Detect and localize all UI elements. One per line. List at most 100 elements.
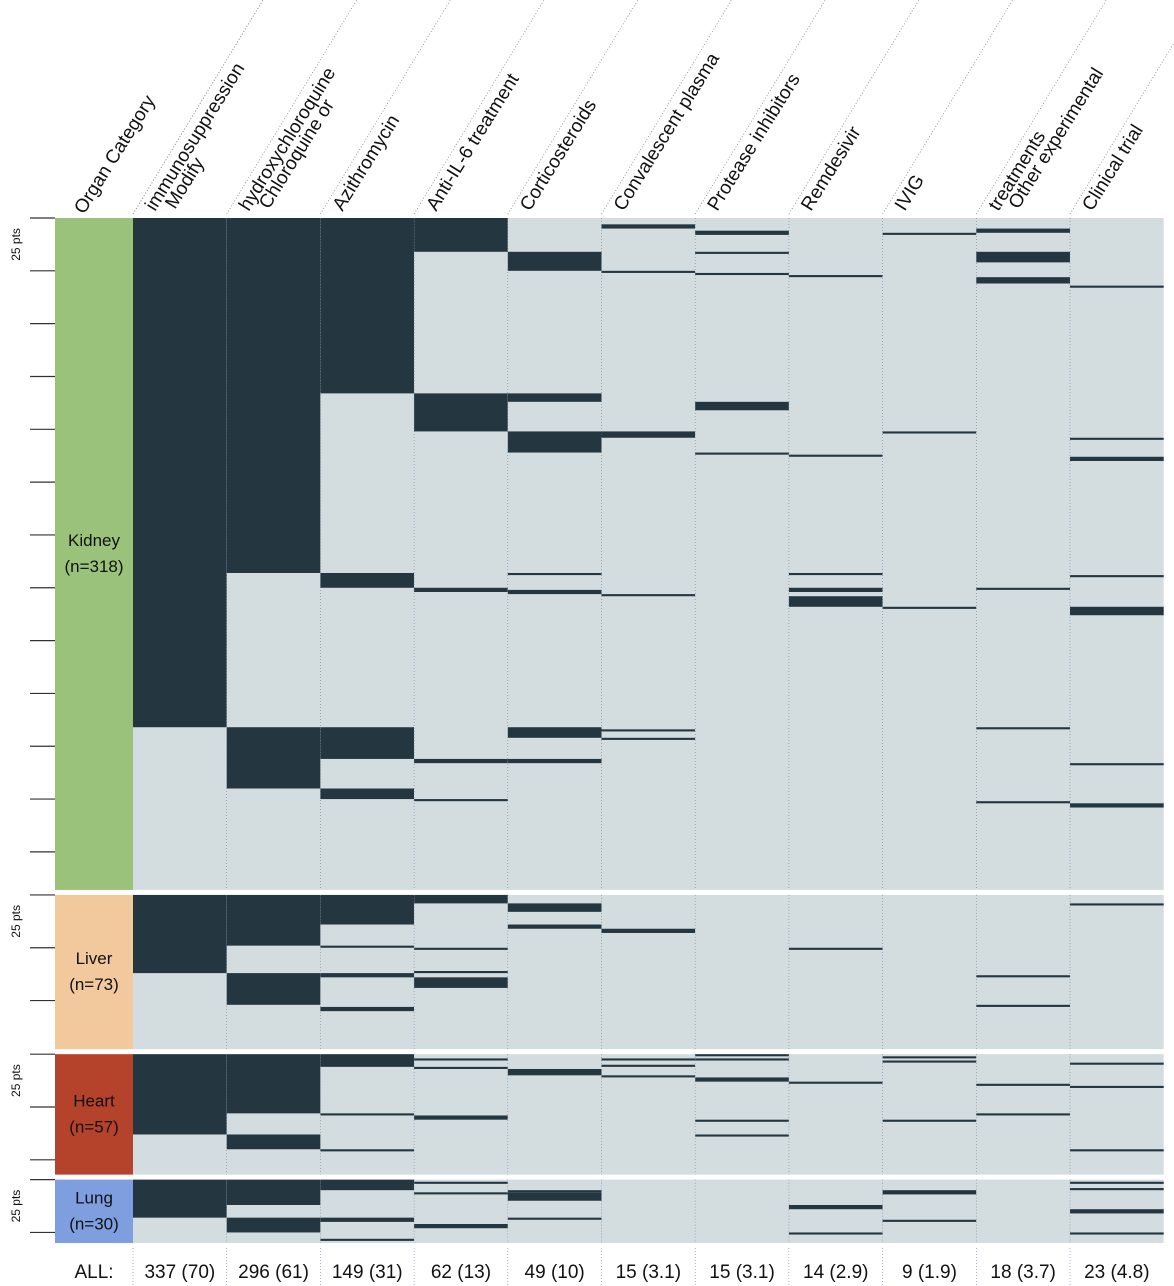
tick-label: 25 pts <box>9 228 23 261</box>
present-block <box>1070 763 1164 766</box>
column-header: Azithromycin <box>329 111 404 214</box>
present-block <box>507 393 602 402</box>
present-block <box>882 1056 977 1059</box>
present-block <box>976 1004 1070 1007</box>
present-block <box>601 431 696 438</box>
present-block <box>414 218 508 252</box>
total: 62 (13) <box>431 1262 491 1283</box>
total-label: ALL: <box>74 1262 113 1283</box>
present-block <box>882 1190 977 1195</box>
present-block <box>601 1058 696 1061</box>
column-header: Remdesivir <box>797 122 866 214</box>
cell-background <box>788 218 883 890</box>
present-block <box>882 1219 977 1222</box>
cell-background <box>788 1054 883 1175</box>
header-guide <box>320 0 451 215</box>
present-block <box>414 977 508 988</box>
present-block <box>320 218 415 394</box>
present-block <box>788 587 883 593</box>
present-block <box>320 1113 415 1116</box>
cell-background <box>414 1179 508 1244</box>
present-block <box>1070 1062 1164 1065</box>
present-block <box>788 454 883 457</box>
present-block <box>320 727 415 759</box>
present-block <box>226 1217 321 1233</box>
present-block <box>695 1054 789 1057</box>
total: 9 (1.9) <box>902 1262 957 1283</box>
present-block <box>788 947 883 950</box>
present-block <box>507 1068 602 1076</box>
cell-background <box>882 1054 977 1175</box>
cell-background <box>414 1054 508 1175</box>
cell-background <box>882 1179 977 1244</box>
organ-label: Liver <box>76 949 113 968</box>
present-block <box>320 1149 415 1152</box>
cell-background <box>976 1179 1070 1244</box>
cell-background <box>976 894 1070 1050</box>
present-block <box>507 1217 602 1220</box>
cell-background <box>882 894 977 1050</box>
organ-band <box>55 218 133 890</box>
present-block <box>1070 575 1164 578</box>
present-block <box>507 251 602 271</box>
present-block <box>601 270 696 273</box>
cell-background <box>976 218 1070 890</box>
organ-count: (n=30) <box>69 1214 119 1233</box>
present-block <box>1070 1085 1164 1088</box>
organ-label: Kidney <box>68 531 120 550</box>
total: 15 (3.1) <box>709 1262 774 1283</box>
column-header: Corticosteroids <box>516 96 601 215</box>
present-block <box>226 1179 321 1205</box>
present-block <box>414 1115 508 1120</box>
cell-background <box>695 894 789 1050</box>
organ-band <box>55 1179 133 1244</box>
present-block <box>695 272 789 276</box>
present-block <box>414 587 508 593</box>
present-block <box>414 1223 508 1229</box>
present-block <box>1070 803 1164 808</box>
organ-label: Heart <box>73 1091 115 1110</box>
present-block <box>695 452 789 455</box>
present-block <box>414 1181 508 1184</box>
total: 49 (10) <box>525 1262 585 1283</box>
cell-background <box>601 1179 696 1244</box>
cell-background <box>414 218 508 890</box>
cell-background <box>507 218 602 890</box>
present-block <box>414 758 508 764</box>
present-block <box>414 1066 508 1069</box>
header-guide <box>507 0 639 215</box>
present-block <box>882 1060 977 1063</box>
present-block <box>1070 606 1164 616</box>
present-block <box>507 727 602 738</box>
present-block <box>976 801 1070 804</box>
present-block <box>788 275 883 278</box>
total: 23 (4.8) <box>1084 1262 1149 1283</box>
header-guide <box>601 0 732 215</box>
present-block <box>976 251 1070 263</box>
present-block <box>507 1190 602 1193</box>
cell-background <box>601 218 696 890</box>
header-guide <box>882 0 1013 215</box>
present-block <box>320 1179 415 1191</box>
present-block <box>976 1113 1070 1116</box>
present-block <box>414 1192 508 1195</box>
present-block <box>320 788 415 800</box>
present-block <box>1070 1232 1164 1235</box>
organ-label: Lung <box>75 1188 113 1207</box>
present-block <box>507 758 602 764</box>
present-block <box>601 737 696 740</box>
tick-label: 25 pts <box>9 1190 23 1223</box>
cell-background <box>1070 894 1164 1050</box>
total: 15 (3.1) <box>616 1262 681 1283</box>
organ-band <box>55 894 133 1050</box>
present-block <box>1070 456 1164 461</box>
present-block <box>1070 1149 1164 1152</box>
present-block <box>976 1083 1070 1086</box>
present-block <box>788 596 883 607</box>
column-header: Protease inhibitors <box>704 70 805 215</box>
present-block <box>788 1081 883 1084</box>
present-block <box>1070 1209 1164 1214</box>
organ-count: (n=318) <box>64 557 123 576</box>
total: 149 (31) <box>332 1262 403 1283</box>
